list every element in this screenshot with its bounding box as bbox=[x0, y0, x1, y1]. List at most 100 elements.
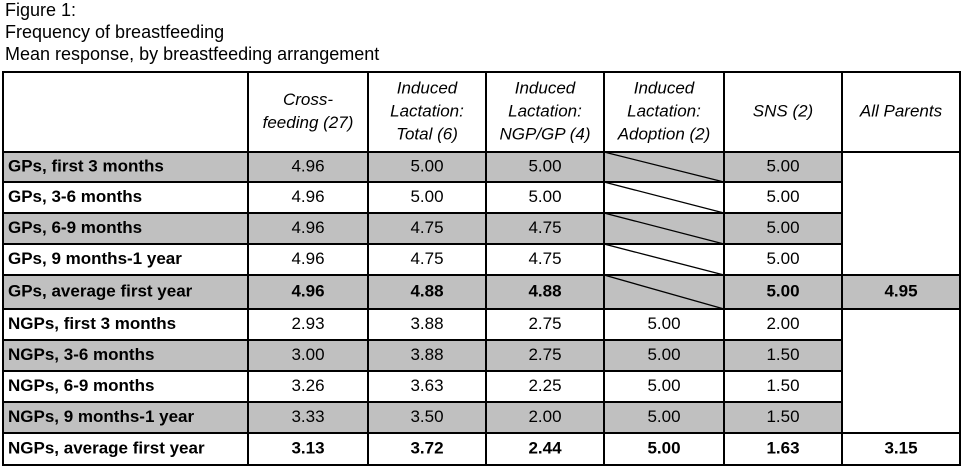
cell bbox=[723, 370, 843, 403]
cell-value: 5.00 bbox=[766, 281, 799, 300]
column-header: Adoption (2) bbox=[617, 124, 711, 143]
cell-value: 4.96 bbox=[291, 249, 324, 268]
cell-value: 5.00 bbox=[647, 345, 680, 364]
title-line: Figure 1: bbox=[5, 0, 76, 20]
cell bbox=[723, 432, 843, 466]
diagonal bbox=[603, 181, 725, 214]
row-label-cell bbox=[2, 308, 249, 341]
row-label: NGPs, 6-9 months bbox=[8, 376, 154, 395]
cell-value: 2.25 bbox=[528, 376, 561, 395]
cell-value: 5.00 bbox=[647, 314, 680, 333]
cell-value: 3.88 bbox=[410, 345, 443, 364]
cell bbox=[247, 243, 369, 276]
cell-value: 5.00 bbox=[647, 438, 680, 457]
row-label-cell bbox=[2, 243, 249, 276]
cell-value: 4.88 bbox=[410, 281, 443, 300]
cell bbox=[841, 432, 961, 466]
cell bbox=[723, 339, 843, 372]
cell bbox=[723, 212, 843, 245]
cell bbox=[247, 151, 369, 183]
cell bbox=[247, 339, 369, 372]
cell-value: 2.75 bbox=[528, 345, 561, 364]
column-header: Lactation: bbox=[627, 101, 701, 120]
column-header: Lactation: bbox=[390, 101, 464, 120]
cell-value: 4.75 bbox=[410, 218, 443, 237]
cell-value: 4.96 bbox=[291, 187, 324, 206]
column-header: Induced bbox=[515, 78, 576, 97]
row-label: GPs, first 3 months bbox=[8, 156, 164, 175]
column-header: Induced bbox=[634, 78, 695, 97]
cell bbox=[367, 370, 487, 403]
cell bbox=[485, 432, 605, 466]
cell-value: 5.00 bbox=[528, 156, 561, 175]
cell-value: 1.50 bbox=[766, 345, 799, 364]
cell-value: 4.75 bbox=[410, 249, 443, 268]
row-label: NGPs, first 3 months bbox=[8, 314, 176, 333]
cell-value: 2.00 bbox=[766, 314, 799, 333]
cell-value: 5.00 bbox=[766, 187, 799, 206]
cell-value: 4.95 bbox=[884, 281, 917, 300]
cell-value: 5.00 bbox=[647, 376, 680, 395]
row-label: NGPs, average first year bbox=[8, 438, 205, 457]
cell-value: 3.13 bbox=[291, 438, 324, 457]
cell-value: 5.00 bbox=[528, 187, 561, 206]
cell-value: 4.75 bbox=[528, 249, 561, 268]
row-label: GPs, 3-6 months bbox=[8, 187, 142, 206]
cell-value: 3.26 bbox=[291, 376, 324, 395]
row-label: GPs, 9 months-1 year bbox=[8, 249, 182, 268]
cell-value: 4.96 bbox=[291, 156, 324, 175]
cell bbox=[485, 212, 605, 245]
column-header: Lactation: bbox=[508, 101, 582, 120]
cell-value: 5.00 bbox=[410, 187, 443, 206]
cell bbox=[603, 401, 725, 434]
cell-value: 2.44 bbox=[528, 438, 562, 457]
header-cell bbox=[367, 71, 487, 153]
diagonal bbox=[603, 212, 725, 245]
cell-value: 1.50 bbox=[766, 407, 799, 426]
cell-value: 3.15 bbox=[884, 438, 917, 457]
title-line: Frequency of breastfeeding bbox=[5, 22, 224, 42]
header-cell bbox=[485, 71, 605, 153]
row-label: GPs, average first year bbox=[8, 281, 193, 300]
cell-value: 5.00 bbox=[766, 218, 799, 237]
cell bbox=[603, 432, 725, 466]
column-header: Total (6) bbox=[396, 124, 458, 143]
cell bbox=[485, 370, 605, 403]
cell-value: 5.00 bbox=[410, 156, 443, 175]
column-header: All Parents bbox=[859, 101, 943, 120]
diagonal bbox=[603, 151, 725, 183]
cell bbox=[603, 370, 725, 403]
header-cell bbox=[247, 71, 369, 153]
merged-cell bbox=[841, 308, 961, 434]
cell-value: 5.00 bbox=[766, 156, 799, 175]
header-cell bbox=[841, 71, 961, 153]
column-header: Cross- bbox=[283, 90, 333, 109]
row-label-cell bbox=[2, 370, 249, 403]
cell-value: 3.88 bbox=[410, 314, 443, 333]
row-label: GPs, 6-9 months bbox=[8, 218, 142, 237]
row-label: NGPs, 3-6 months bbox=[8, 345, 154, 364]
diagonal bbox=[603, 274, 725, 310]
cell-value: 4.75 bbox=[528, 218, 561, 237]
cell bbox=[247, 181, 369, 214]
cell bbox=[485, 339, 605, 372]
title-line: Mean response, by breastfeeding arrangem… bbox=[5, 44, 379, 64]
column-header: NGP/GP (4) bbox=[500, 124, 591, 143]
cell bbox=[485, 151, 605, 183]
row-label: NGPs, 9 months-1 year bbox=[8, 407, 195, 426]
cell-value: 1.63 bbox=[766, 438, 799, 457]
cell-value: 3.63 bbox=[410, 376, 443, 395]
header-cell bbox=[2, 71, 249, 153]
diagonal bbox=[603, 243, 725, 276]
cell bbox=[247, 212, 369, 245]
column-header: SNS (2) bbox=[753, 101, 813, 120]
row-label-cell bbox=[2, 181, 249, 214]
cell-value: 3.00 bbox=[291, 345, 324, 364]
cell-value: 4.96 bbox=[291, 218, 324, 237]
cell-value: 2.93 bbox=[291, 314, 324, 333]
merged-cell bbox=[841, 151, 961, 276]
cell-value: 5.00 bbox=[766, 249, 799, 268]
cell-value: 3.72 bbox=[410, 438, 443, 457]
cell-value: 5.00 bbox=[647, 407, 680, 426]
cell-value: 2.75 bbox=[528, 314, 561, 333]
